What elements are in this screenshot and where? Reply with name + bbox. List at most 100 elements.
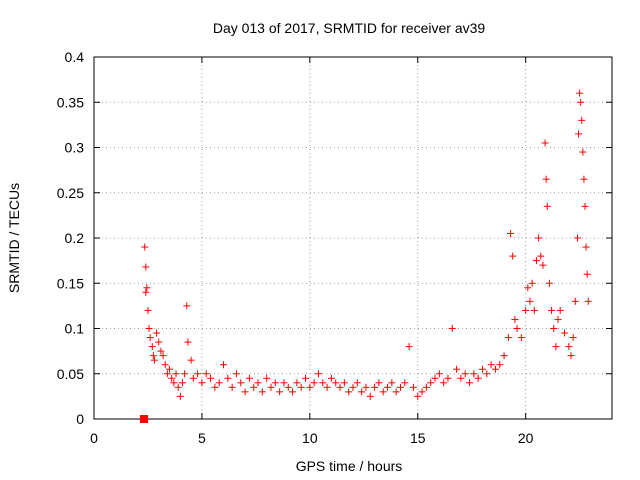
data-point [143, 284, 151, 292]
data-point [153, 329, 161, 337]
data-point [284, 383, 292, 391]
x-tick-label: 15 [410, 430, 426, 446]
data-point [582, 243, 590, 251]
data-point [144, 306, 152, 314]
data-point [554, 315, 562, 323]
data-point [271, 379, 279, 387]
data-point [418, 388, 426, 396]
data-point [565, 343, 573, 351]
data-point [202, 370, 210, 378]
data-point [556, 306, 564, 314]
data-point [526, 297, 534, 305]
data-point [401, 379, 409, 387]
data-point [349, 383, 357, 391]
data-point [414, 392, 422, 400]
data-point [405, 343, 413, 351]
data-point [245, 374, 253, 382]
data-point [487, 361, 495, 369]
start-marker [140, 415, 148, 423]
data-point [232, 370, 240, 378]
data-point [302, 374, 310, 382]
data-point [427, 379, 435, 387]
data-point [539, 261, 547, 269]
y-tick-label: 0.35 [57, 94, 84, 110]
data-point [146, 334, 154, 342]
data-point [573, 234, 581, 242]
data-point [198, 379, 206, 387]
data-point [409, 383, 417, 391]
marker-layer [141, 89, 592, 400]
data-point [543, 202, 551, 210]
data-point [583, 270, 591, 278]
data-point [532, 257, 540, 265]
data-point [168, 374, 176, 382]
data-point [579, 148, 587, 156]
data-point [483, 370, 491, 378]
data-point [183, 302, 191, 310]
data-point [528, 279, 536, 287]
y-axis-label: SRMTID / TECUs [6, 183, 22, 293]
data-point [189, 374, 197, 382]
data-point [353, 379, 361, 387]
data-point [522, 306, 530, 314]
data-point [194, 370, 202, 378]
data-point [142, 263, 150, 271]
data-point [293, 379, 301, 387]
data-point [241, 388, 249, 396]
data-point [561, 329, 569, 337]
data-point [567, 352, 575, 360]
data-point [444, 374, 452, 382]
data-point [509, 252, 517, 260]
data-point [440, 379, 448, 387]
data-point [535, 234, 543, 242]
data-point [178, 379, 186, 387]
data-point [267, 383, 275, 391]
data-point [422, 383, 430, 391]
data-point [466, 379, 474, 387]
data-point [323, 383, 331, 391]
x-axis-label: GPS time / hours [296, 458, 403, 474]
data-point [431, 374, 439, 382]
data-point [170, 379, 178, 387]
data-point [166, 365, 174, 373]
data-point [220, 361, 227, 369]
data-point [396, 383, 404, 391]
data-point [545, 279, 553, 287]
data-point [224, 374, 232, 382]
data-point [263, 374, 271, 382]
data-point [435, 370, 443, 378]
data-point [280, 379, 288, 387]
data-point [584, 297, 592, 305]
chart-title: Day 013 of 2017, SRMTID for receiver av3… [213, 20, 486, 36]
data-point [172, 370, 180, 378]
data-point [276, 388, 284, 396]
data-point [375, 379, 383, 387]
y-tick-label: 0.1 [65, 321, 85, 337]
data-point [237, 379, 245, 387]
data-point [340, 379, 348, 387]
data-point [552, 343, 560, 351]
data-point [457, 374, 465, 382]
y-tick-label: 0.2 [65, 230, 85, 246]
data-point [207, 374, 215, 382]
data-point [578, 116, 586, 124]
data-point [470, 370, 478, 378]
data-point [392, 388, 400, 396]
data-point [569, 334, 577, 342]
x-tick-label: 10 [302, 430, 318, 446]
data-point [500, 352, 508, 360]
y-tick-label: 0.3 [65, 140, 85, 156]
data-point [215, 379, 223, 387]
grid-layer [94, 57, 612, 419]
data-point [513, 325, 521, 332]
data-point [211, 383, 219, 391]
data-point [504, 334, 512, 342]
data-point [577, 98, 585, 106]
data-point [580, 175, 588, 183]
data-point [366, 392, 374, 400]
data-point [362, 383, 370, 391]
data-point [507, 229, 515, 237]
data-point [511, 315, 519, 323]
data-point [306, 383, 314, 391]
data-point [548, 306, 556, 314]
